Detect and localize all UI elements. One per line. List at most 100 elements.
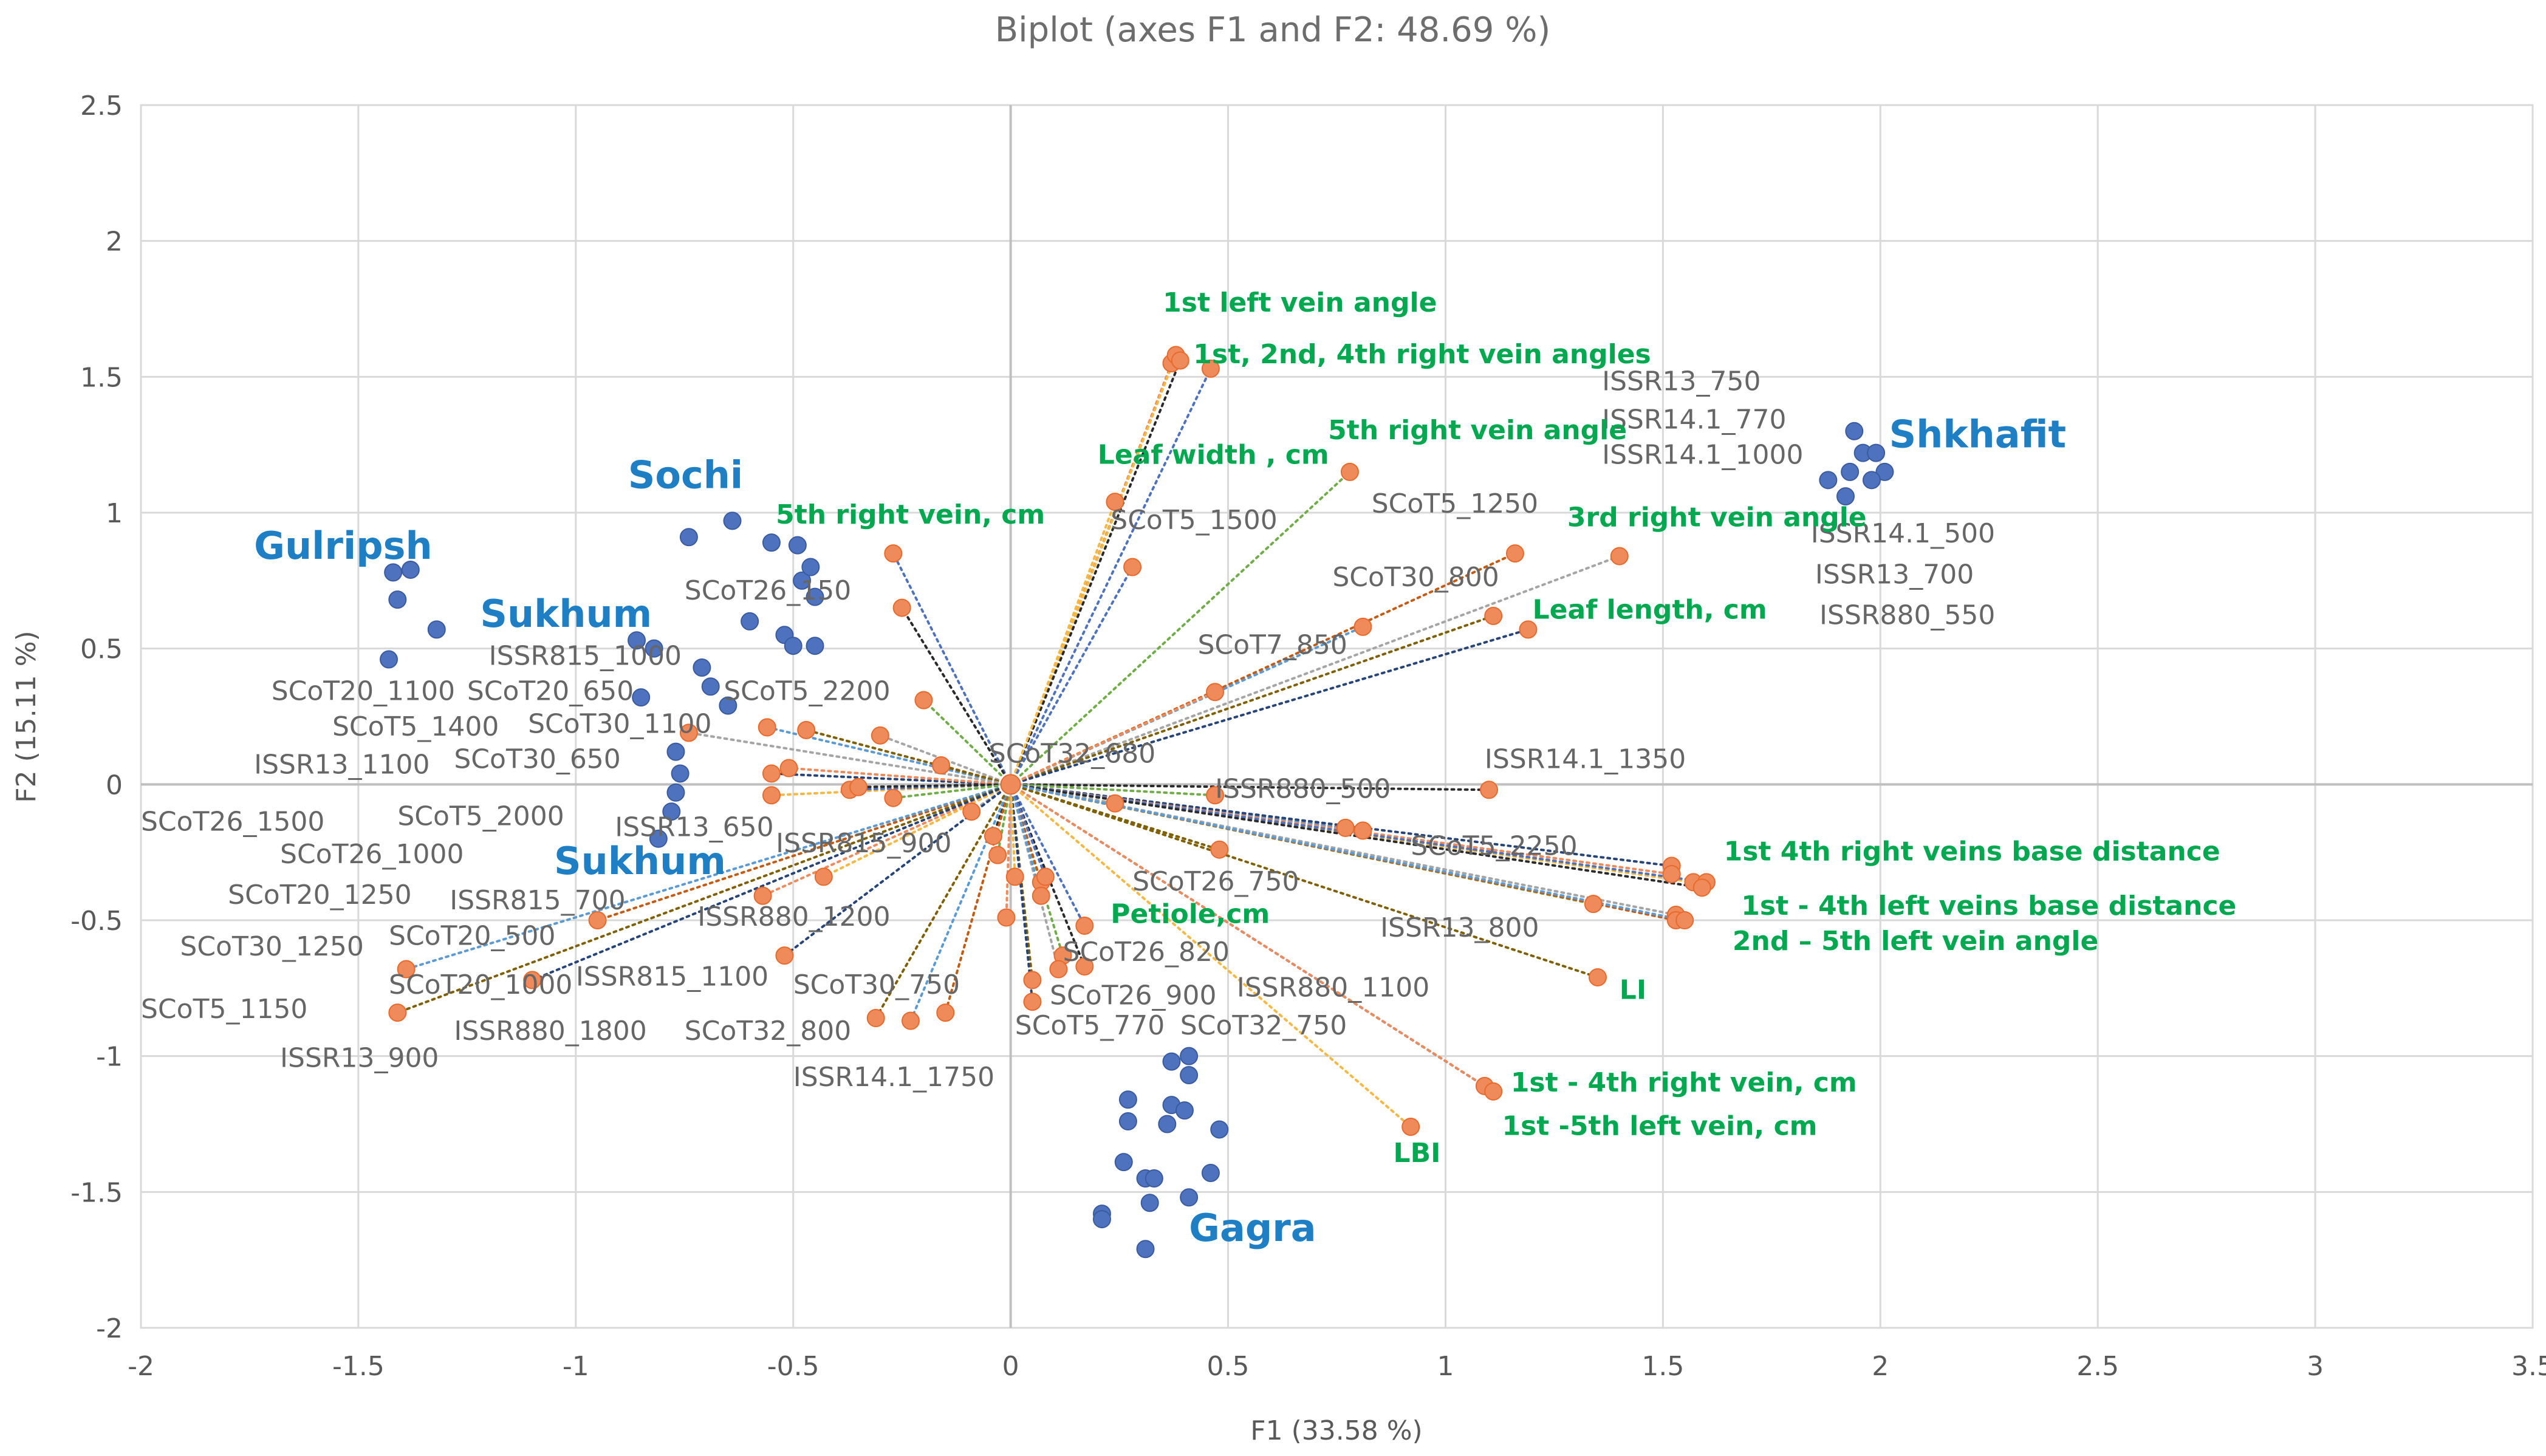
grid-lines <box>140 104 2534 1329</box>
x-tick-label: 1.5 <box>1641 1351 1684 1382</box>
variable-vector <box>922 699 1012 786</box>
variable-label: SCoT5_1500 <box>1110 505 1277 536</box>
variable-label: ISSR14.1_1750 <box>793 1062 994 1093</box>
variable-point <box>932 756 951 775</box>
x-tick-label: 0 <box>1002 1351 1019 1382</box>
y-tick-label: -2 <box>96 1313 123 1344</box>
observation-point <box>1836 487 1855 506</box>
x-axis-title: F1 (33.58 %) <box>1250 1415 1422 1446</box>
variable-point <box>1484 1082 1503 1101</box>
variable-point <box>988 846 1007 864</box>
variable-vector <box>1009 783 1491 791</box>
observation-point <box>1875 462 1894 481</box>
variable-label: SCoT20_500 <box>389 920 555 951</box>
observation-point <box>1867 443 1886 462</box>
variable-point <box>1023 993 1042 1011</box>
variable-point <box>892 598 911 617</box>
variable-point <box>1519 620 1538 639</box>
variable-label: ISSR815_1000 <box>489 641 682 672</box>
variable-vector <box>1009 783 1016 878</box>
variable-vector <box>857 783 1012 788</box>
variable-vector <box>687 731 1012 786</box>
x-tick-label: -1.5 <box>332 1351 385 1382</box>
observation-point <box>1118 1090 1137 1109</box>
variable-vector <box>1009 566 1134 786</box>
variable-point <box>1401 1117 1420 1136</box>
observation-point <box>649 829 668 848</box>
variable-label: ISSR880_1800 <box>454 1016 646 1047</box>
observation-point <box>427 620 446 639</box>
variable-label: SCoT32_800 <box>685 1016 851 1047</box>
y-tick-labels: -2 -1.5 -1 -0.5 0 0.5 1 1.5 2 2.5 <box>70 91 123 1344</box>
variable-vector <box>761 783 1012 897</box>
variable-label: ISSR14.1_1350 <box>1485 743 1686 774</box>
variable-point <box>962 802 981 821</box>
observation-point <box>1841 462 1860 481</box>
variable-point <box>758 718 776 737</box>
variable-label: SCoT26_1500 <box>141 806 324 837</box>
variable-point <box>1353 821 1372 840</box>
variable-vector <box>1009 783 1495 1093</box>
variable-vector <box>396 783 1012 1014</box>
observation-point <box>645 639 663 658</box>
trait-label: 1st -5th left vein, cm <box>1502 1110 1818 1141</box>
x-tick-label: 1 <box>1437 1351 1454 1382</box>
trait-label: 1st, 2nd, 4th right vein angles <box>1193 339 1651 370</box>
variable-point <box>849 778 868 796</box>
variable-label: ISSR880_1100 <box>1237 972 1429 1003</box>
variable-vector <box>1009 783 1217 797</box>
observation-point <box>741 612 759 631</box>
observation-point <box>1845 422 1864 440</box>
trait-labels: 1st left vein angle 1st, 2nd, 4th right v… <box>776 287 2236 1169</box>
variable-label: ISSR13_650 <box>615 812 773 842</box>
observation-point <box>666 783 685 802</box>
variable-label: SCoT30_800 <box>1332 562 1499 593</box>
variable-point <box>397 960 416 979</box>
variable-point <box>984 827 1003 846</box>
observation-point <box>801 558 820 576</box>
variable-point <box>1662 864 1681 883</box>
observation-point <box>1201 1164 1220 1183</box>
trait-label: 1st 4th right veins base distance <box>1724 836 2220 867</box>
x-tick-label: 2 <box>1872 1351 1889 1382</box>
variable-point <box>1584 895 1603 914</box>
variable-label: SCoT5_1150 <box>141 994 307 1025</box>
variable-vector <box>1009 614 1495 786</box>
variable-label: ISSR880_1200 <box>697 901 890 932</box>
chart-title: Biplot (axes F1 and F2: 48.69 %) <box>995 10 1551 50</box>
variable-point <box>871 726 889 745</box>
variable-vector <box>996 783 1012 856</box>
variable-point <box>884 544 903 563</box>
observation-point <box>1180 1065 1199 1084</box>
variable-label: SCoT5_2000 <box>397 801 564 832</box>
variable-label: SCoT5_2250 <box>1411 831 1577 862</box>
trait-label: 1st - 4th right vein, cm <box>1511 1067 1857 1098</box>
observation-point <box>380 650 399 669</box>
variable-vector <box>1009 367 1212 786</box>
observation-point <box>784 637 802 655</box>
observation-point <box>1180 1188 1199 1207</box>
variable-point <box>797 720 816 739</box>
group-labels: Gulripsh Sochi Sukhum Sukhum Shkhafit Gagra <box>254 412 2066 1250</box>
variable-point <box>1206 786 1225 805</box>
variable-point <box>1005 867 1024 886</box>
variable-label: SCoT5_1400 <box>332 711 499 742</box>
variable-vector <box>1009 783 1599 979</box>
variable-vector <box>596 783 1012 921</box>
variable-point <box>866 1009 885 1028</box>
variable-label: ISSR13_700 <box>1815 559 1974 590</box>
observation-point <box>723 511 742 530</box>
variable-label: ISSR815_1100 <box>576 961 768 992</box>
variable-label: SCoT5_1250 <box>1372 488 1538 519</box>
trait-label: Leaf length, cm <box>1533 594 1767 625</box>
trait-label: Petiole,cm <box>1110 898 1270 929</box>
variable-vector <box>892 783 1012 799</box>
variable-label: SCoT7_850 <box>1197 630 1347 661</box>
variable-point <box>388 1003 407 1022</box>
variable-point <box>1075 957 1094 976</box>
y-axis-title: F2 (15.11 %) <box>11 631 42 802</box>
variable-label: SCoT20_650 <box>467 676 634 707</box>
variable-point <box>588 911 607 929</box>
variable-vector <box>1009 783 1034 1003</box>
variable-label: ISSR14.1_770 <box>1602 404 1786 435</box>
